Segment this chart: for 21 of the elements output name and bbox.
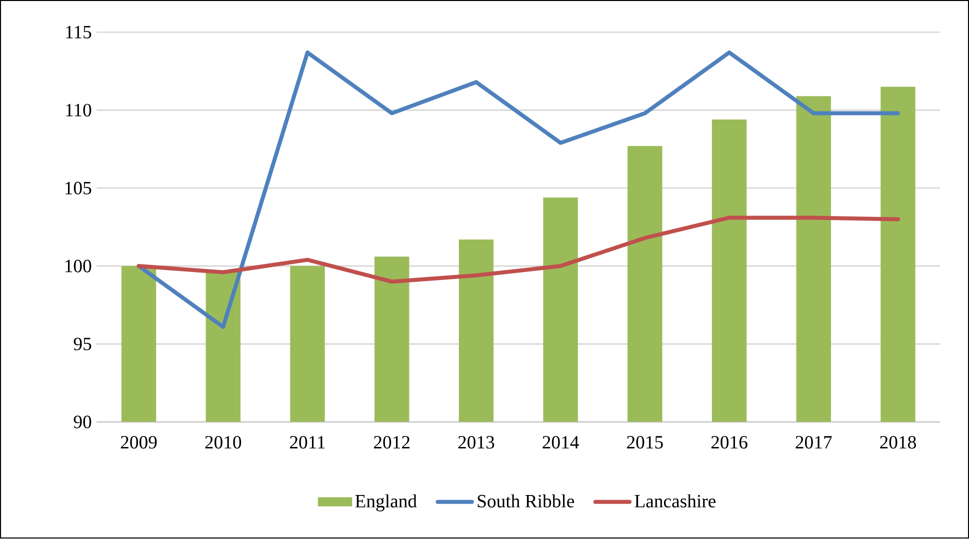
x-tick-label: 2013 [458, 436, 494, 449]
y-tick-label: 95 [74, 338, 92, 350]
legend-label: South Ribble [478, 494, 574, 508]
x-tick-label: 2014 [542, 436, 579, 449]
y-tick-label: 100 [65, 260, 92, 273]
y-tick-label: 90 [74, 416, 92, 428]
line-series [136, 50, 900, 330]
y-tick-label: 110 [66, 104, 92, 117]
legend-label: Lancashire [634, 494, 716, 508]
x-tick-label: 2009 [120, 436, 157, 449]
y-tick-label: 105 [65, 182, 92, 195]
x-tick-label: 2012 [374, 436, 410, 449]
x-tick-label: 2011 [290, 436, 325, 449]
x-tick-label: 2018 [880, 436, 916, 449]
y-tick-label: 115 [66, 26, 92, 39]
x-tick-label: 2015 [627, 436, 663, 449]
line-series [136, 216, 900, 284]
legend-label: England [355, 494, 417, 512]
x-tick-label: 2016 [711, 436, 748, 449]
x-tick-label: 2017 [796, 436, 832, 449]
x-tick-label: 2010 [205, 436, 242, 449]
